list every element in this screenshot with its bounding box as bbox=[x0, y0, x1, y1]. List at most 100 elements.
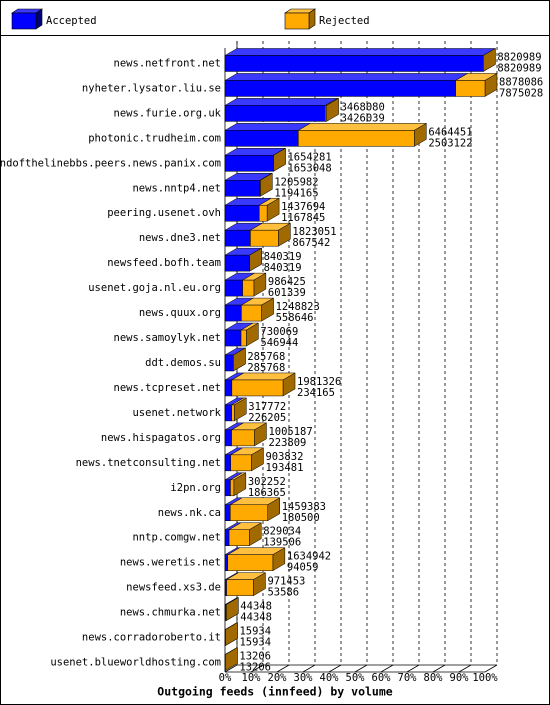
bar bbox=[225, 647, 238, 671]
y-tick-label: news.netfront.net bbox=[114, 57, 221, 69]
value-label: 558646 bbox=[276, 312, 314, 324]
value-label: 180500 bbox=[282, 512, 320, 524]
legend-label: Rejected bbox=[319, 15, 370, 27]
bar-side bbox=[483, 48, 496, 72]
x-tick bbox=[380, 664, 394, 673]
total-label: 317772 bbox=[248, 401, 286, 413]
bar-front bbox=[258, 204, 268, 222]
y-tick-label: i2pn.org bbox=[170, 482, 221, 494]
bar bbox=[224, 122, 312, 147]
total-label: 1654281 bbox=[287, 151, 331, 163]
bar-front bbox=[231, 404, 235, 422]
bar-front bbox=[455, 80, 486, 97]
total-label: 840319 bbox=[264, 251, 302, 263]
bar-front bbox=[224, 479, 231, 497]
value-label: 8820989 bbox=[497, 62, 541, 74]
value-label: 139506 bbox=[263, 537, 301, 549]
x-tick bbox=[328, 664, 342, 673]
bar-top bbox=[297, 123, 428, 131]
total-label: 3468080 bbox=[341, 101, 385, 113]
y-tick-label: news.chmurka.net bbox=[120, 607, 221, 619]
total-label: 44348 bbox=[240, 601, 272, 613]
x-tick-label: 80% bbox=[424, 672, 444, 684]
value-label: 285768 bbox=[247, 362, 285, 374]
bar-front bbox=[230, 504, 268, 522]
y-tick-label: peering.usenet.ovh bbox=[107, 207, 221, 219]
x-tick bbox=[276, 664, 290, 673]
bar-front bbox=[250, 229, 279, 247]
x-tick-label: 30% bbox=[294, 672, 314, 684]
bar bbox=[483, 48, 496, 72]
bar bbox=[229, 497, 281, 522]
total-label: 1634942 bbox=[287, 551, 331, 563]
y-tick-label: endofthelinebbs.peers.news.panix.com bbox=[0, 157, 221, 169]
bar bbox=[229, 447, 265, 472]
bar bbox=[258, 197, 281, 222]
bar-front bbox=[228, 529, 250, 546]
bar bbox=[240, 297, 275, 322]
bar bbox=[229, 472, 247, 497]
bar bbox=[230, 372, 296, 397]
bar bbox=[228, 522, 263, 547]
bar-front bbox=[224, 454, 231, 472]
bar bbox=[454, 73, 498, 97]
bar-front bbox=[224, 329, 242, 347]
value-label: 7875028 bbox=[499, 87, 543, 99]
legend-swatch bbox=[11, 8, 43, 30]
bar-front bbox=[224, 254, 250, 272]
legend-swatch bbox=[284, 8, 316, 30]
bar bbox=[249, 247, 262, 272]
bar-front bbox=[231, 379, 284, 397]
value-label: 94059 bbox=[287, 562, 319, 574]
bar bbox=[240, 322, 260, 347]
bar bbox=[272, 147, 287, 172]
bar-front bbox=[325, 105, 327, 122]
value-label: 234165 bbox=[297, 387, 335, 399]
y-tick-label: nyheter.lysator.liu.se bbox=[82, 82, 221, 94]
y-tick-label: newsfeed.bofh.team bbox=[107, 257, 221, 269]
value-label: 1167845 bbox=[281, 212, 325, 224]
bar bbox=[225, 622, 238, 646]
bar bbox=[224, 97, 339, 122]
total-label: 1205982 bbox=[274, 176, 318, 188]
total-label: 8878086 bbox=[499, 76, 543, 88]
bar-side bbox=[225, 647, 238, 671]
y-tick-label: news.nntp4.net bbox=[132, 182, 221, 194]
value-label: 226205 bbox=[248, 412, 286, 424]
x-tick bbox=[484, 664, 498, 673]
bar-side bbox=[225, 622, 238, 646]
bar bbox=[241, 272, 267, 297]
bar bbox=[297, 122, 428, 147]
x-tick-label: 60% bbox=[372, 672, 392, 684]
total-label: 986425 bbox=[268, 276, 306, 288]
x-tick bbox=[432, 664, 446, 673]
bar-front bbox=[298, 130, 415, 147]
x-tick-label: 100% bbox=[472, 672, 498, 684]
bar-front bbox=[231, 429, 255, 447]
y-tick-label: news.tnetconsulting.net bbox=[76, 457, 221, 469]
value-label: 3426039 bbox=[341, 112, 385, 124]
x-tick bbox=[458, 664, 472, 673]
y-tick-label: news.corradoroberto.it bbox=[82, 632, 221, 644]
bar-front bbox=[224, 229, 251, 247]
value-label: 867542 bbox=[292, 237, 330, 249]
x-tick bbox=[224, 664, 238, 673]
bar-front bbox=[230, 454, 252, 472]
bar-top bbox=[224, 73, 469, 81]
bar-front bbox=[224, 130, 299, 147]
bar bbox=[233, 347, 246, 372]
y-tick-label: news.dne3.net bbox=[139, 232, 221, 244]
bar-side bbox=[226, 597, 239, 622]
bar-front bbox=[224, 55, 484, 72]
value-label: 2503122 bbox=[428, 137, 472, 149]
bar-front bbox=[224, 379, 233, 397]
bar-top bbox=[224, 48, 497, 56]
y-tick-label: ddt.demos.su bbox=[145, 357, 221, 369]
x-tick bbox=[406, 664, 420, 673]
bar-front bbox=[241, 304, 262, 322]
x-tick-label: 70% bbox=[398, 672, 418, 684]
total-label: 1005187 bbox=[268, 426, 312, 438]
legend-label: Accepted bbox=[46, 15, 97, 27]
total-label: 1459383 bbox=[282, 501, 326, 513]
bar-front bbox=[224, 504, 231, 522]
